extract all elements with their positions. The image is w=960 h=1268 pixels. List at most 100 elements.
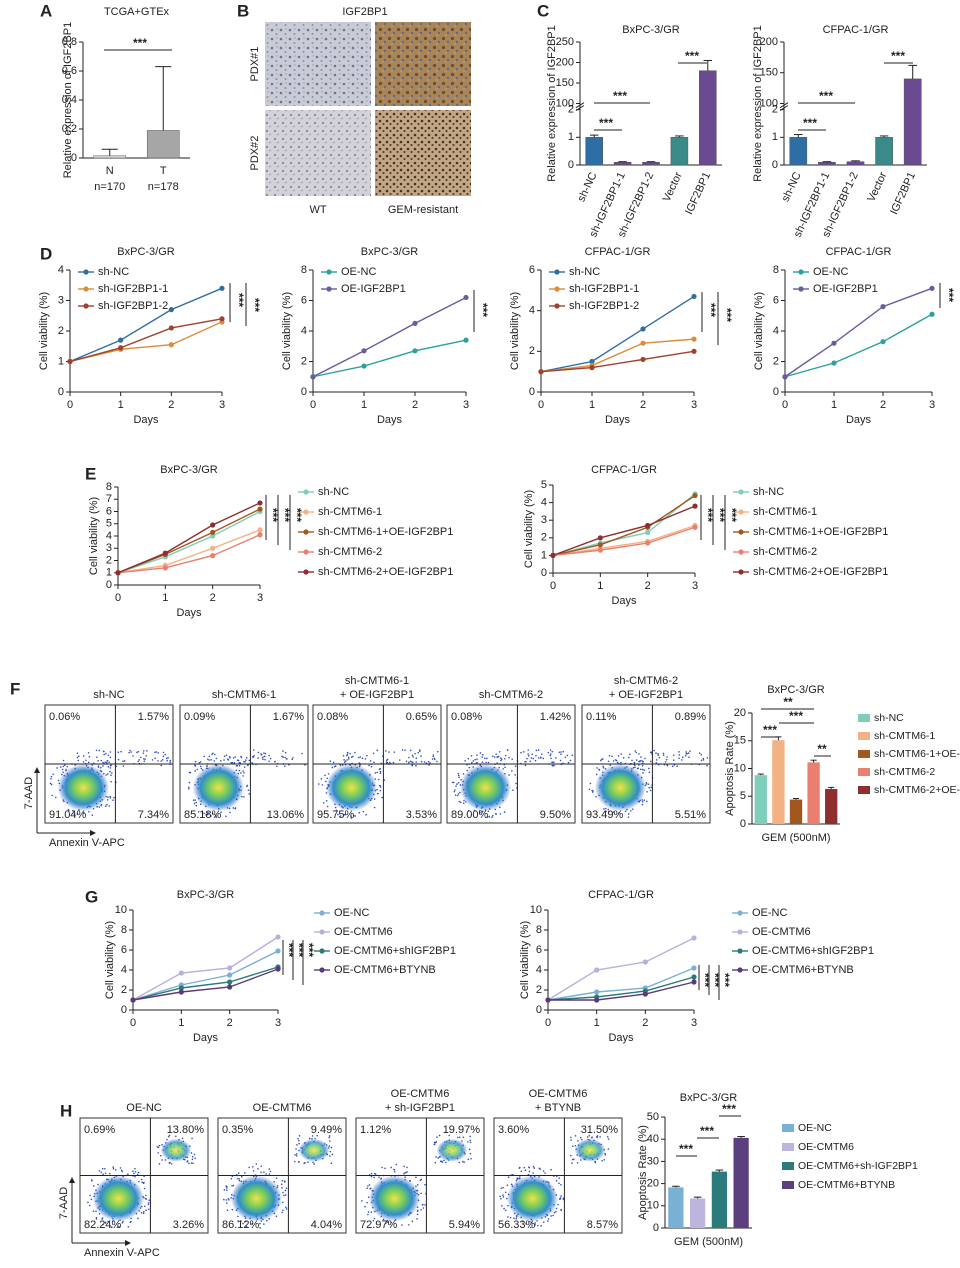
x-tick-label: sh-NC [780, 170, 804, 203]
flow-event [379, 789, 382, 792]
data-point [692, 524, 698, 530]
panel-label: D [40, 244, 52, 263]
legend-label: sh-CMTM6-2+OE-IGF2BP1 [753, 566, 888, 578]
y-tick-label: 0 [541, 567, 547, 579]
data-point [597, 542, 603, 548]
legend-label: sh-NC [874, 712, 904, 724]
data-point [550, 552, 556, 559]
legend-swatch [782, 1181, 794, 1189]
data-point [831, 360, 837, 366]
flow-event [76, 756, 79, 759]
flow-event [416, 1213, 419, 1216]
quadrant-percent: 0.35% [222, 1124, 253, 1136]
legend-label: sh-CMTM6-1+OE-IGF2BP1 [874, 748, 960, 760]
legend-label: sh-NC [318, 486, 349, 498]
flow-event [646, 800, 648, 803]
data-point [219, 285, 225, 291]
flow-event [240, 1220, 242, 1222]
flow-event [350, 817, 353, 819]
flow-event [605, 810, 607, 813]
sample-size: n=170 [94, 181, 125, 193]
flow-event [275, 765, 278, 768]
significance: *** [819, 89, 833, 103]
flow-y-label: 7-AAD [23, 777, 35, 809]
flow-event [192, 1162, 194, 1164]
data-point [227, 972, 233, 978]
flow-event [346, 753, 349, 756]
legend-swatch [782, 1124, 794, 1132]
flow-event [436, 760, 438, 763]
y-tick-label: 0 [773, 386, 779, 398]
flow-event [342, 754, 345, 757]
flow-event [165, 757, 168, 760]
y-tick-label: 2 [301, 355, 307, 367]
flow-event [162, 755, 165, 758]
significance: *** [720, 308, 734, 322]
data-point [880, 339, 886, 345]
data-point [640, 340, 646, 346]
flow-event [472, 760, 475, 762]
series-line [540, 350, 695, 373]
flow-event [230, 761, 233, 764]
flow-event [245, 757, 248, 759]
flow-event [281, 1179, 284, 1182]
flow-event [457, 793, 460, 795]
flow-event [129, 749, 131, 752]
legend-marker [737, 910, 743, 916]
flow-event [373, 806, 376, 809]
significance: *** [133, 36, 147, 50]
flow-event [335, 809, 338, 812]
flow-event [431, 758, 434, 760]
flow-event [406, 1166, 408, 1169]
flow-event [417, 751, 420, 754]
flow-event [285, 1206, 287, 1209]
data-point [210, 522, 216, 528]
flow-event [377, 778, 380, 781]
flow-event [641, 800, 644, 803]
flow-event [500, 1197, 502, 1200]
y-tick-label: 2 [529, 345, 535, 357]
flow-event [248, 1166, 250, 1169]
flow-event [650, 751, 653, 753]
flow-density [506, 1175, 558, 1222]
series-line [69, 318, 223, 363]
flow-event [121, 1170, 124, 1173]
flow-event [312, 1161, 314, 1164]
y-tick-label: 5 [740, 790, 746, 802]
flow-event [496, 762, 499, 764]
flow-event [157, 752, 159, 754]
flow-event [232, 1184, 235, 1187]
flow-event [650, 786, 652, 789]
series-line [132, 966, 279, 1001]
ihc-image [375, 22, 471, 106]
flow-event [237, 759, 240, 762]
flow-event [420, 1192, 422, 1195]
legend-label: sh-IGF2BP1-1 [569, 283, 639, 295]
flow-event [89, 1194, 91, 1197]
flow-event [574, 1135, 577, 1137]
legend-marker [303, 489, 309, 495]
flow-event [486, 816, 488, 818]
flow-event [121, 1221, 124, 1224]
flow-event [385, 750, 387, 752]
flow-event [361, 1200, 363, 1202]
flow-event [504, 766, 506, 769]
significance: *** [282, 943, 296, 957]
significance: ** [817, 742, 827, 756]
flow-event [211, 753, 213, 756]
flow-event [367, 1185, 369, 1187]
y-tick-label: 4 [301, 325, 307, 337]
flow-event [662, 752, 665, 755]
flow-density [298, 1138, 330, 1162]
quadrant-percent: 91.04% [49, 809, 87, 821]
flow-event [364, 758, 367, 760]
flow-event [469, 1139, 472, 1142]
flow-event [191, 1155, 194, 1158]
flow-event [275, 1215, 278, 1218]
legend-marker [737, 967, 743, 973]
flow-event [529, 760, 531, 763]
x-tick-label: 0 [550, 580, 556, 592]
flow-event [175, 1135, 177, 1138]
flow-plot-title: OE-NC [126, 1102, 162, 1114]
flow-event [666, 764, 668, 766]
